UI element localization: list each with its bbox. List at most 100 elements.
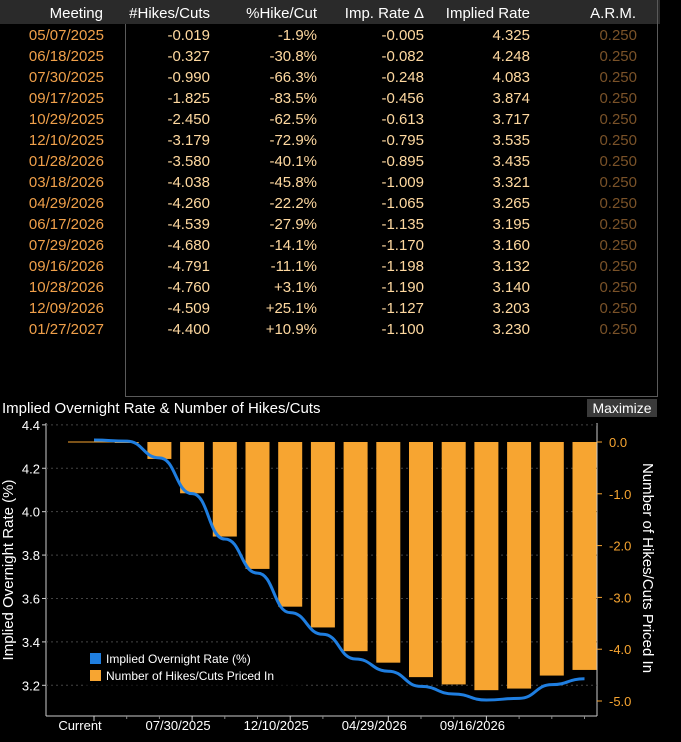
header-delta[interactable]: Imp. Rate Δ bbox=[344, 5, 424, 22]
cell-hikes: -4.539 bbox=[167, 216, 210, 233]
fed-funds-table: Meeting #Hikes/Cuts %Hike/Cut Imp. Rate … bbox=[0, 0, 660, 396]
cell-pct: +25.1% bbox=[265, 300, 317, 317]
cell-arm: 0.250 bbox=[599, 153, 637, 170]
table-row[interactable]: 12/10/2025 -3.179 -72.9% -0.795 3.535 0.250 bbox=[0, 130, 660, 151]
cell-hikes: -0.327 bbox=[167, 48, 210, 65]
cell-rate: 3.230 bbox=[492, 321, 530, 338]
cell-delta: -1.135 bbox=[381, 216, 424, 233]
cell-pct: -11.1% bbox=[270, 258, 317, 275]
cell-arm: 0.250 bbox=[599, 132, 637, 149]
cell-rate: 3.874 bbox=[492, 90, 530, 107]
cell-meeting: 05/07/2025 bbox=[28, 27, 104, 44]
cell-hikes: -3.179 bbox=[167, 132, 210, 149]
cell-rate: 3.435 bbox=[492, 153, 530, 170]
cell-meeting: 09/16/2026 bbox=[28, 258, 104, 275]
cell-meeting: 10/28/2026 bbox=[28, 279, 104, 296]
cell-meeting: 12/09/2026 bbox=[28, 300, 104, 317]
cell-rate: 3.132 bbox=[492, 258, 530, 275]
cell-meeting: 06/18/2025 bbox=[28, 48, 104, 65]
table-row[interactable]: 09/16/2026 -4.791 -11.1% -1.198 3.132 0.250 bbox=[0, 256, 660, 277]
cell-hikes: -1.825 bbox=[167, 90, 210, 107]
left-tick-label: 4.2 bbox=[22, 461, 40, 476]
cell-pct: -30.8% bbox=[269, 48, 317, 65]
cell-pct: -45.8% bbox=[269, 174, 317, 191]
cell-arm: 0.250 bbox=[599, 321, 637, 338]
left-tick-label: 4.0 bbox=[22, 505, 40, 520]
table-row[interactable]: 06/18/2025 -0.327 -30.8% -0.082 4.248 0.250 bbox=[0, 46, 660, 67]
bar bbox=[212, 442, 237, 537]
header-meeting[interactable]: Meeting bbox=[49, 5, 103, 22]
chart-title: Implied Overnight Rate & Number of Hikes… bbox=[2, 400, 321, 417]
cell-pct: -83.5% bbox=[269, 90, 317, 107]
maximize-button[interactable]: Maximize bbox=[587, 399, 657, 417]
cell-delta: -0.082 bbox=[381, 48, 424, 65]
left-axis-title: Implied Overnight Rate (%) bbox=[0, 480, 17, 661]
cell-hikes: -4.509 bbox=[167, 300, 210, 317]
cell-pct: -1.9% bbox=[277, 27, 317, 44]
bar bbox=[343, 442, 368, 652]
x-tick-label: 09/16/2026 bbox=[440, 718, 505, 733]
cell-meeting: 01/27/2027 bbox=[28, 321, 104, 338]
cell-rate: 3.195 bbox=[492, 216, 530, 233]
right-tick-label: 0.0 bbox=[609, 435, 627, 450]
cell-pct: -14.1% bbox=[269, 237, 317, 254]
table-row[interactable]: 07/29/2026 -4.680 -14.1% -1.170 3.160 0.250 bbox=[0, 235, 660, 256]
table-row[interactable]: 05/07/2025 -0.019 -1.9% -0.005 4.325 0.250 bbox=[0, 25, 660, 46]
cell-meeting: 07/29/2026 bbox=[28, 237, 104, 254]
x-tick-label: 12/10/2025 bbox=[244, 718, 309, 733]
cell-delta: -0.895 bbox=[381, 153, 424, 170]
left-tick-label: 3.2 bbox=[22, 678, 40, 693]
bar bbox=[409, 442, 433, 678]
rate-line bbox=[93, 438, 585, 702]
table-row[interactable]: 01/27/2027 -4.400 +10.9% -1.100 3.230 0.250 bbox=[0, 319, 660, 340]
cell-delta: -0.613 bbox=[381, 111, 424, 128]
cell-arm: 0.250 bbox=[599, 69, 637, 86]
cell-pct: +3.1% bbox=[274, 279, 317, 296]
bar bbox=[278, 442, 303, 607]
header-pct[interactable]: %Hike/Cut bbox=[246, 5, 317, 22]
cell-delta: -0.795 bbox=[381, 132, 424, 149]
cell-meeting: 10/29/2025 bbox=[28, 111, 104, 128]
x-tick-label: 07/30/2025 bbox=[146, 718, 211, 733]
cell-hikes: -0.019 bbox=[167, 27, 210, 44]
right-tick-label: -3.0 bbox=[609, 590, 631, 605]
bar bbox=[572, 442, 597, 670]
cell-hikes: -4.791 bbox=[167, 258, 210, 275]
cell-meeting: 07/30/2025 bbox=[28, 69, 104, 86]
cell-meeting: 06/17/2026 bbox=[28, 216, 104, 233]
left-tick-label: 3.6 bbox=[22, 591, 40, 606]
cell-rate: 3.203 bbox=[492, 300, 530, 317]
right-tick-label: -4.0 bbox=[609, 642, 631, 657]
table-row[interactable]: 07/30/2025 -0.990 -66.3% -0.248 4.083 0.250 bbox=[0, 67, 660, 88]
header-hikes[interactable]: #Hikes/Cuts bbox=[129, 5, 210, 22]
header-rate[interactable]: Implied Rate bbox=[445, 5, 530, 22]
table-row[interactable]: 03/18/2026 -4.038 -45.8% -1.009 3.321 0.250 bbox=[0, 172, 660, 193]
cell-rate: 4.248 bbox=[492, 48, 530, 65]
table-row[interactable]: 09/17/2025 -1.825 -83.5% -0.456 3.874 0.250 bbox=[0, 88, 660, 109]
right-axis-title: Number of Hikes/Cuts Priced In bbox=[639, 463, 656, 673]
bar bbox=[147, 442, 172, 459]
table-row[interactable]: 01/28/2026 -3.580 -40.1% -0.895 3.435 0.250 bbox=[0, 151, 660, 172]
legend-swatch-line bbox=[90, 653, 101, 664]
cell-arm: 0.250 bbox=[599, 279, 637, 296]
header-arm[interactable]: A.R.M. bbox=[590, 5, 636, 22]
cell-pct: -22.2% bbox=[269, 195, 317, 212]
cell-delta: -1.198 bbox=[381, 258, 424, 275]
cell-arm: 0.250 bbox=[599, 90, 637, 107]
cell-hikes: -0.990 bbox=[167, 69, 210, 86]
table-row[interactable]: 10/28/2026 -4.760 +3.1% -1.190 3.140 0.250 bbox=[0, 277, 660, 298]
legend: Implied Overnight Rate (%) Number of Hike… bbox=[84, 650, 306, 686]
table-row[interactable]: 10/29/2025 -2.450 -62.5% -0.613 3.717 0.250 bbox=[0, 109, 660, 130]
table-row[interactable]: 04/29/2026 -4.260 -22.2% -1.065 3.265 0.250 bbox=[0, 193, 660, 214]
bar bbox=[180, 442, 205, 494]
left-tick-label: 4.4 bbox=[22, 418, 40, 433]
cell-arm: 0.250 bbox=[599, 48, 637, 65]
table-row[interactable]: 06/17/2026 -4.539 -27.9% -1.135 3.195 0.250 bbox=[0, 214, 660, 235]
x-tick-label: 04/29/2026 bbox=[342, 718, 407, 733]
cell-hikes: -4.760 bbox=[167, 279, 210, 296]
cell-rate: 3.160 bbox=[492, 237, 530, 254]
bar bbox=[539, 442, 564, 676]
cell-pct: -40.1% bbox=[269, 153, 317, 170]
table-row[interactable]: 12/09/2026 -4.509 +25.1% -1.127 3.203 0.250 bbox=[0, 298, 660, 319]
cell-hikes: -4.400 bbox=[167, 321, 210, 338]
